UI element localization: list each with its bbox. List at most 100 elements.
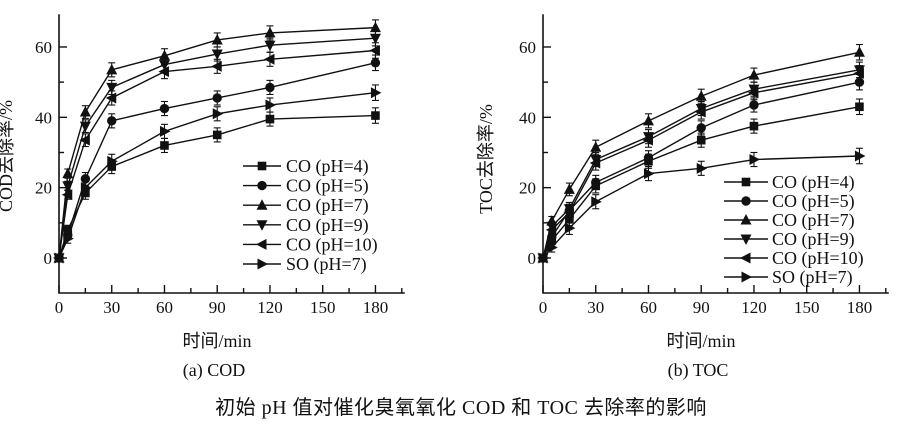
triangle-up-marker — [590, 141, 602, 152]
circle-marker — [591, 177, 601, 188]
square-marker — [63, 225, 73, 235]
series-line — [58, 92, 376, 259]
triangle-down-marker — [740, 234, 752, 245]
triangle-left-marker — [211, 60, 222, 72]
y-tick-label: 20 — [35, 179, 52, 198]
legend-label: CO (pH=5) — [286, 176, 369, 197]
legend-label: CO (pH=5) — [772, 191, 855, 212]
x-axis-title: 时间/min — [666, 331, 735, 351]
y-tick-label: 60 — [35, 38, 52, 57]
x-tick-label: 30 — [587, 298, 604, 317]
y-tick-label: 40 — [519, 108, 536, 127]
triangle-up-marker — [369, 21, 381, 33]
chart-cod: 0 30 60 90 120 150 180 0 20 40 60 CO (pH=4) CO (pH=5… — [0, 0, 461, 385]
square-marker — [749, 121, 759, 131]
triangle-right-marker — [212, 108, 224, 120]
triangle-left-marker — [256, 238, 267, 250]
triangle-down-marker — [256, 220, 268, 231]
legend-label: SO (pH=7) — [772, 267, 853, 288]
x-tick-label: 30 — [103, 298, 120, 317]
triangle-right-marker — [696, 162, 708, 174]
triangle-down-marker — [264, 40, 276, 52]
triangle-right-marker — [854, 150, 866, 162]
toc-chart-svg: 0 30 60 90 120 150 180 0 20 40 60 CO (pH=4)CO (pH=5… — [476, 14, 889, 381]
x-tick-label: 120 — [741, 298, 767, 317]
circle-marker — [643, 153, 654, 163]
y-tick-label: 0 — [528, 249, 537, 268]
x-tick-label: 180 — [847, 298, 873, 317]
legend-label: CO (pH=4) — [772, 172, 855, 193]
triangle-up-marker — [695, 90, 707, 101]
triangle-left-marker — [695, 106, 706, 118]
triangle-down-marker — [369, 33, 381, 45]
triangle-right-marker — [257, 258, 268, 270]
square-marker — [741, 177, 751, 187]
square-marker — [565, 215, 574, 224]
triangle-right-marker — [63, 233, 74, 245]
circle-marker — [159, 103, 170, 114]
square-marker — [265, 114, 275, 124]
legend-label: CO (pH=4) — [286, 156, 369, 177]
series-line — [542, 155, 860, 259]
square-marker — [371, 111, 380, 120]
circle-marker — [854, 77, 865, 87]
triangle-up-marker — [211, 33, 223, 45]
x-tick-label: 0 — [539, 298, 548, 317]
triangle-up-marker — [563, 183, 575, 194]
legend-label: CO (pH=7) — [772, 210, 855, 231]
x-axis-title: 时间/min — [182, 331, 251, 351]
chart-subcaption: (a) COD — [183, 360, 245, 381]
legend-label: CO (pH=10) — [286, 234, 378, 255]
x-tick-label: 120 — [257, 298, 283, 317]
series-line — [58, 49, 376, 259]
x-tick-label: 60 — [640, 298, 657, 317]
triangle-left-marker — [563, 206, 574, 218]
legend-label: CO (pH=10) — [772, 248, 864, 269]
triangle-up-marker — [642, 114, 654, 126]
triangle-right-marker — [107, 155, 118, 167]
chart-toc: 0 30 60 90 120 150 180 0 20 40 60 CO (pH=4) CO (pH=5… — [461, 0, 922, 385]
triangle-right-marker — [749, 154, 760, 166]
x-tick-label: 60 — [156, 298, 173, 317]
square-marker — [696, 135, 706, 145]
series-line — [58, 37, 376, 259]
triangle-left-marker — [853, 67, 864, 79]
triangle-down-marker — [79, 121, 91, 133]
y-tick-label: 40 — [35, 108, 52, 127]
y-tick-label: 60 — [519, 38, 536, 57]
series-line — [58, 62, 376, 259]
triangle-right-marker — [547, 241, 558, 253]
triangle-down-marker — [211, 49, 223, 61]
triangle-down-marker — [106, 82, 118, 94]
x-tick-label: 150 — [794, 298, 820, 317]
legend-label: SO (pH=7) — [286, 254, 367, 275]
triangle-right-marker — [159, 125, 171, 137]
triangle-up-marker — [79, 106, 91, 117]
triangle-up-marker — [106, 63, 118, 75]
triangle-up-marker — [264, 26, 276, 38]
triangle-up-marker — [740, 214, 752, 225]
triangle-right-marker — [80, 182, 92, 194]
square-marker — [160, 141, 169, 150]
y-axis-title: COD去除率/% — [0, 100, 16, 212]
x-tick-label: 180 — [363, 298, 389, 317]
circle-marker — [265, 82, 275, 93]
circle-marker — [749, 100, 759, 110]
circle-marker — [257, 180, 267, 191]
circle-marker — [107, 116, 117, 126]
triangle-up-marker — [748, 69, 760, 80]
triangle-left-marker — [369, 44, 380, 56]
triangle-left-marker — [545, 224, 557, 236]
circle-marker — [696, 123, 706, 133]
triangle-left-marker — [79, 134, 90, 146]
x-tick-label: 0 — [55, 298, 64, 317]
triangle-left-marker — [589, 157, 601, 169]
circle-marker — [212, 93, 222, 103]
triangle-left-marker — [105, 92, 117, 104]
triangle-right-marker — [538, 252, 549, 264]
legend-label: CO (pH=9) — [286, 215, 369, 236]
triangle-left-marker — [158, 66, 169, 78]
charts-row: 0 30 60 90 120 150 180 0 20 40 60 CO (pH=4) CO (pH=5… — [0, 0, 922, 385]
x-tick-label: 150 — [310, 298, 336, 317]
